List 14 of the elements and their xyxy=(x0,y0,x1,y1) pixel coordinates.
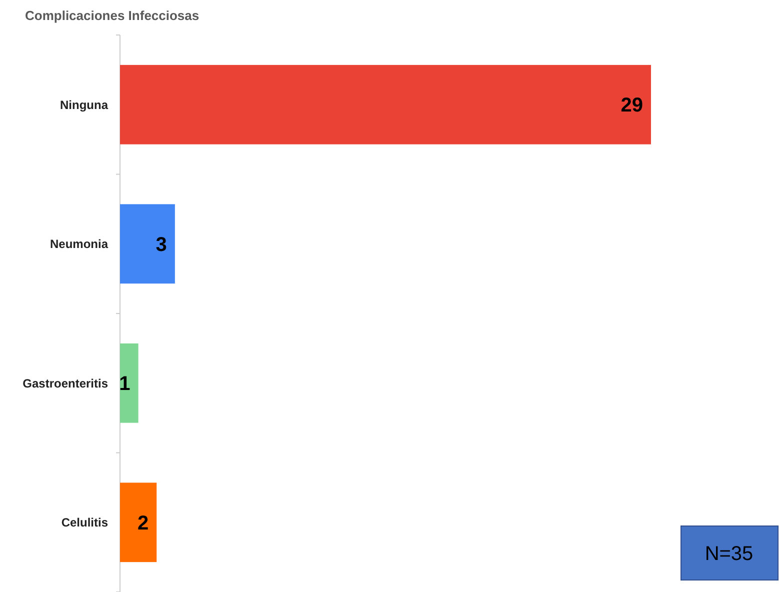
data-label: 2 xyxy=(137,512,149,534)
bar xyxy=(120,343,138,423)
bar xyxy=(120,64,651,144)
y-tick-label: Celulitis xyxy=(61,516,108,530)
y-tick-label: Neumonia xyxy=(50,237,108,252)
note-box: N=35 xyxy=(680,526,778,580)
data-label: 29 xyxy=(620,94,643,117)
data-label: 3 xyxy=(156,234,167,256)
bar xyxy=(120,204,175,284)
chart-title: Complicaciones Infecciosas xyxy=(25,8,200,23)
y-tick-label: Gastroenteritis xyxy=(22,376,108,390)
data-label: 1 xyxy=(119,373,130,396)
y-tick-label: Ninguna xyxy=(60,98,108,112)
bar xyxy=(120,482,157,562)
